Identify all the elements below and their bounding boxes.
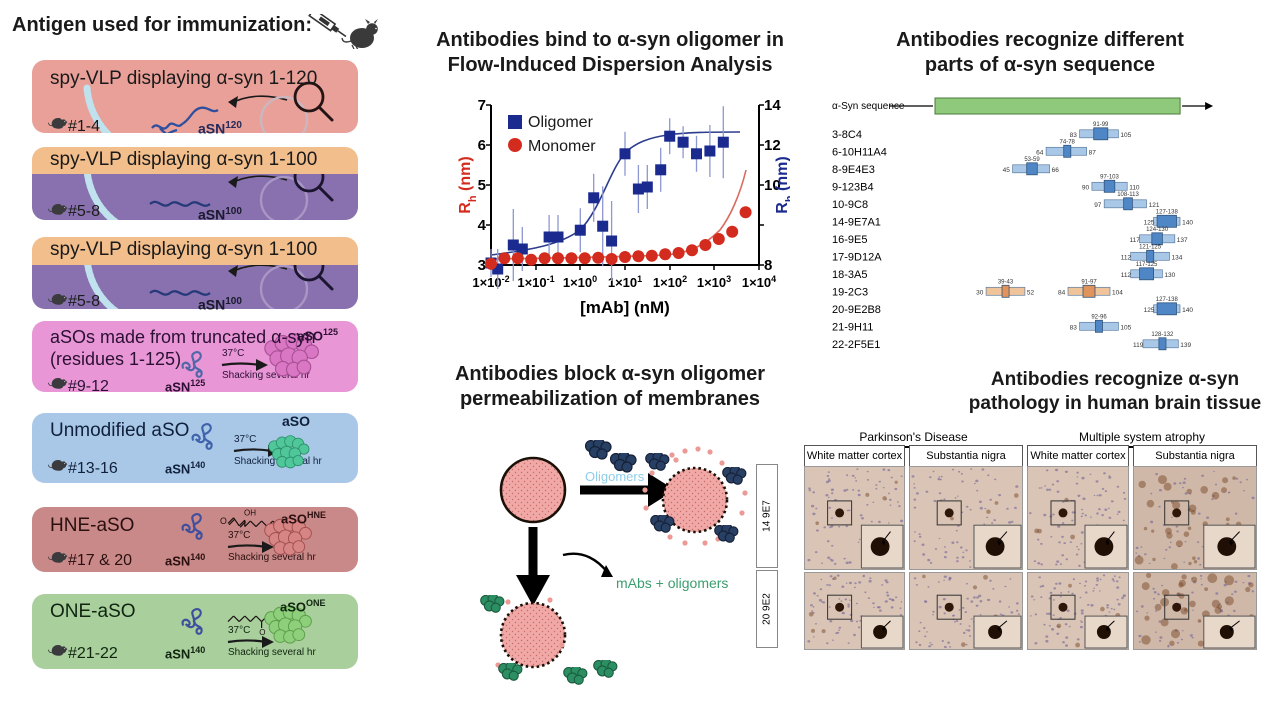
svg-text:8: 8 xyxy=(764,257,772,274)
svg-text:121-125: 121-125 xyxy=(1139,244,1162,250)
svg-text:74-78: 74-78 xyxy=(1060,139,1076,145)
svg-text:6: 6 xyxy=(478,137,486,154)
svg-text:O: O xyxy=(220,516,227,526)
svg-text:84: 84 xyxy=(1058,289,1066,296)
svg-text:16-9E5: 16-9E5 xyxy=(832,234,867,246)
svg-text:91-99: 91-99 xyxy=(1093,122,1109,128)
svg-text:90: 90 xyxy=(1082,184,1090,191)
svg-text:9-123B4: 9-123B4 xyxy=(832,181,874,193)
svg-text:21-9H11: 21-9H11 xyxy=(832,321,873,333)
svg-text:20-9E2B8: 20-9E2B8 xyxy=(832,304,881,316)
svg-text:8-9E4E3: 8-9E4E3 xyxy=(832,164,875,176)
svg-text:139: 139 xyxy=(1180,342,1191,349)
svg-text:125: 125 xyxy=(1144,307,1155,314)
svg-text:5: 5 xyxy=(478,177,486,194)
svg-text:110: 110 xyxy=(1129,184,1140,191)
svg-text:[mAb] (nM): [mAb] (nM) xyxy=(580,298,670,317)
svg-text:4: 4 xyxy=(478,217,487,234)
svg-text:1×102: 1×102 xyxy=(653,274,687,290)
svg-text:87: 87 xyxy=(1089,149,1097,156)
svg-text:Monomer: Monomer xyxy=(528,138,596,155)
svg-text:127-138: 127-138 xyxy=(1156,209,1179,215)
svg-text:1×101: 1×101 xyxy=(608,274,642,290)
svg-text:66: 66 xyxy=(1052,167,1060,174)
svg-text:Rh (nm): Rh (nm) xyxy=(457,156,479,213)
svg-text:18-3A5: 18-3A5 xyxy=(832,269,867,281)
svg-text:30: 30 xyxy=(976,289,984,296)
svg-text:α-Syn sequence: α-Syn sequence xyxy=(832,101,905,112)
svg-text:140: 140 xyxy=(1182,307,1193,314)
svg-text:6-10H11A4: 6-10H11A4 xyxy=(832,146,887,158)
svg-text:1: 1 xyxy=(935,95,940,97)
svg-text:17-9D12A: 17-9D12A xyxy=(832,251,882,263)
svg-text:108-113: 108-113 xyxy=(1117,192,1139,198)
svg-text:83: 83 xyxy=(1070,324,1078,331)
svg-text:124-130: 124-130 xyxy=(1146,227,1169,233)
svg-text:117: 117 xyxy=(1130,237,1141,244)
svg-text:64: 64 xyxy=(1036,149,1044,156)
svg-text:140: 140 xyxy=(1182,219,1193,226)
svg-text:127-138: 127-138 xyxy=(1156,297,1179,303)
svg-text:14-9E7A1: 14-9E7A1 xyxy=(832,216,881,228)
svg-text:14: 14 xyxy=(764,97,781,114)
svg-text:92-96: 92-96 xyxy=(1091,314,1107,320)
svg-text:91-97: 91-97 xyxy=(1081,279,1097,285)
svg-text:112: 112 xyxy=(1121,254,1132,261)
svg-text:1×100: 1×100 xyxy=(563,274,597,290)
svg-text:3: 3 xyxy=(478,257,486,274)
svg-text:Oligomers: Oligomers xyxy=(585,469,645,484)
svg-text:37°C: 37°C xyxy=(228,625,250,636)
svg-text:mAbs + oligomers: mAbs + oligomers xyxy=(616,575,728,591)
svg-text:Oligomer: Oligomer xyxy=(528,114,594,131)
svg-text:12: 12 xyxy=(764,137,781,154)
svg-text:1×103: 1×103 xyxy=(697,274,731,290)
svg-text:128-132: 128-132 xyxy=(1151,332,1174,338)
svg-text:1×10-1: 1×10-1 xyxy=(517,274,554,290)
svg-text:112: 112 xyxy=(1121,272,1132,279)
svg-text:Shacking several hr: Shacking several hr xyxy=(228,647,316,658)
svg-text:121: 121 xyxy=(1149,202,1160,209)
svg-text:105: 105 xyxy=(1120,324,1131,331)
svg-text:53-59: 53-59 xyxy=(1024,157,1040,163)
svg-text:OH: OH xyxy=(244,508,256,517)
svg-text:137: 137 xyxy=(1177,237,1188,244)
svg-text:1×104: 1×104 xyxy=(742,274,776,290)
svg-text:105: 105 xyxy=(1120,132,1131,139)
svg-text:19-2C3: 19-2C3 xyxy=(832,286,868,298)
svg-text:83: 83 xyxy=(1070,132,1078,139)
svg-text:52: 52 xyxy=(1027,289,1035,296)
svg-text:3-8C4: 3-8C4 xyxy=(832,129,862,141)
svg-text:45: 45 xyxy=(1003,167,1011,174)
svg-text:125: 125 xyxy=(1144,219,1155,226)
svg-text:39-43: 39-43 xyxy=(998,279,1014,285)
svg-text:Rh (nm): Rh (nm) xyxy=(774,156,790,213)
svg-text:140: 140 xyxy=(1172,95,1187,97)
svg-text:10-9C8: 10-9C8 xyxy=(832,199,868,211)
svg-text:134: 134 xyxy=(1172,254,1183,261)
svg-text:37°C: 37°C xyxy=(228,530,250,541)
svg-text:119: 119 xyxy=(1133,342,1144,349)
svg-text:130: 130 xyxy=(1164,272,1175,279)
svg-text:97: 97 xyxy=(1094,202,1102,209)
svg-text:7: 7 xyxy=(478,97,486,114)
svg-text:22-2F5E1: 22-2F5E1 xyxy=(832,339,880,351)
svg-text:97-103: 97-103 xyxy=(1100,174,1119,180)
svg-text:104: 104 xyxy=(1112,289,1123,296)
svg-text:37°C: 37°C xyxy=(234,434,256,445)
svg-text:117-125: 117-125 xyxy=(1136,262,1158,268)
